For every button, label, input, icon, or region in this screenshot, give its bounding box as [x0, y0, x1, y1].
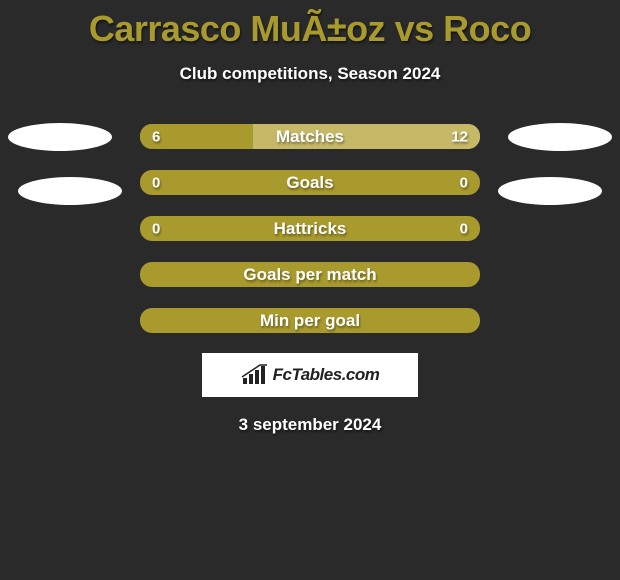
player2-avatar-bottom [498, 177, 602, 205]
stat-bar: Goals per match [140, 262, 480, 287]
stat-bar: Matches6 12 [140, 124, 480, 149]
brand-text: FcTables.com [273, 365, 380, 385]
player1-avatar-bottom [18, 177, 122, 205]
player2-avatar-top [508, 123, 612, 151]
stat-value-right: 0 [460, 174, 468, 191]
stat-label: Goals [140, 173, 480, 193]
comparison-bars: Matches612Goals00Hattricks00Goals per ma… [0, 124, 620, 333]
brand-chart-icon [241, 364, 269, 386]
stat-value-left: 0 [152, 220, 160, 237]
stat-bar: Goals0 0 [140, 170, 480, 195]
stat-value-right: 0 [460, 220, 468, 237]
stat-label: Hattricks [140, 219, 480, 239]
comparison-title: Carrasco MuÃ±oz vs Roco [0, 0, 620, 50]
stat-label: Goals per match [140, 265, 480, 285]
stat-bar: Min per goal [140, 308, 480, 333]
stat-value-right: 12 [451, 128, 468, 145]
comparison-subtitle: Club competitions, Season 2024 [0, 64, 620, 84]
datestamp: 3 september 2024 [0, 415, 620, 435]
stat-value-left: 6 [152, 128, 160, 145]
stat-label: Matches [140, 127, 480, 147]
stat-bar: Hattricks0 0 [140, 216, 480, 241]
stat-label: Min per goal [140, 311, 480, 331]
stat-value-left: 0 [152, 174, 160, 191]
player1-avatar-top [8, 123, 112, 151]
brand-box: FcTables.com [202, 353, 418, 397]
